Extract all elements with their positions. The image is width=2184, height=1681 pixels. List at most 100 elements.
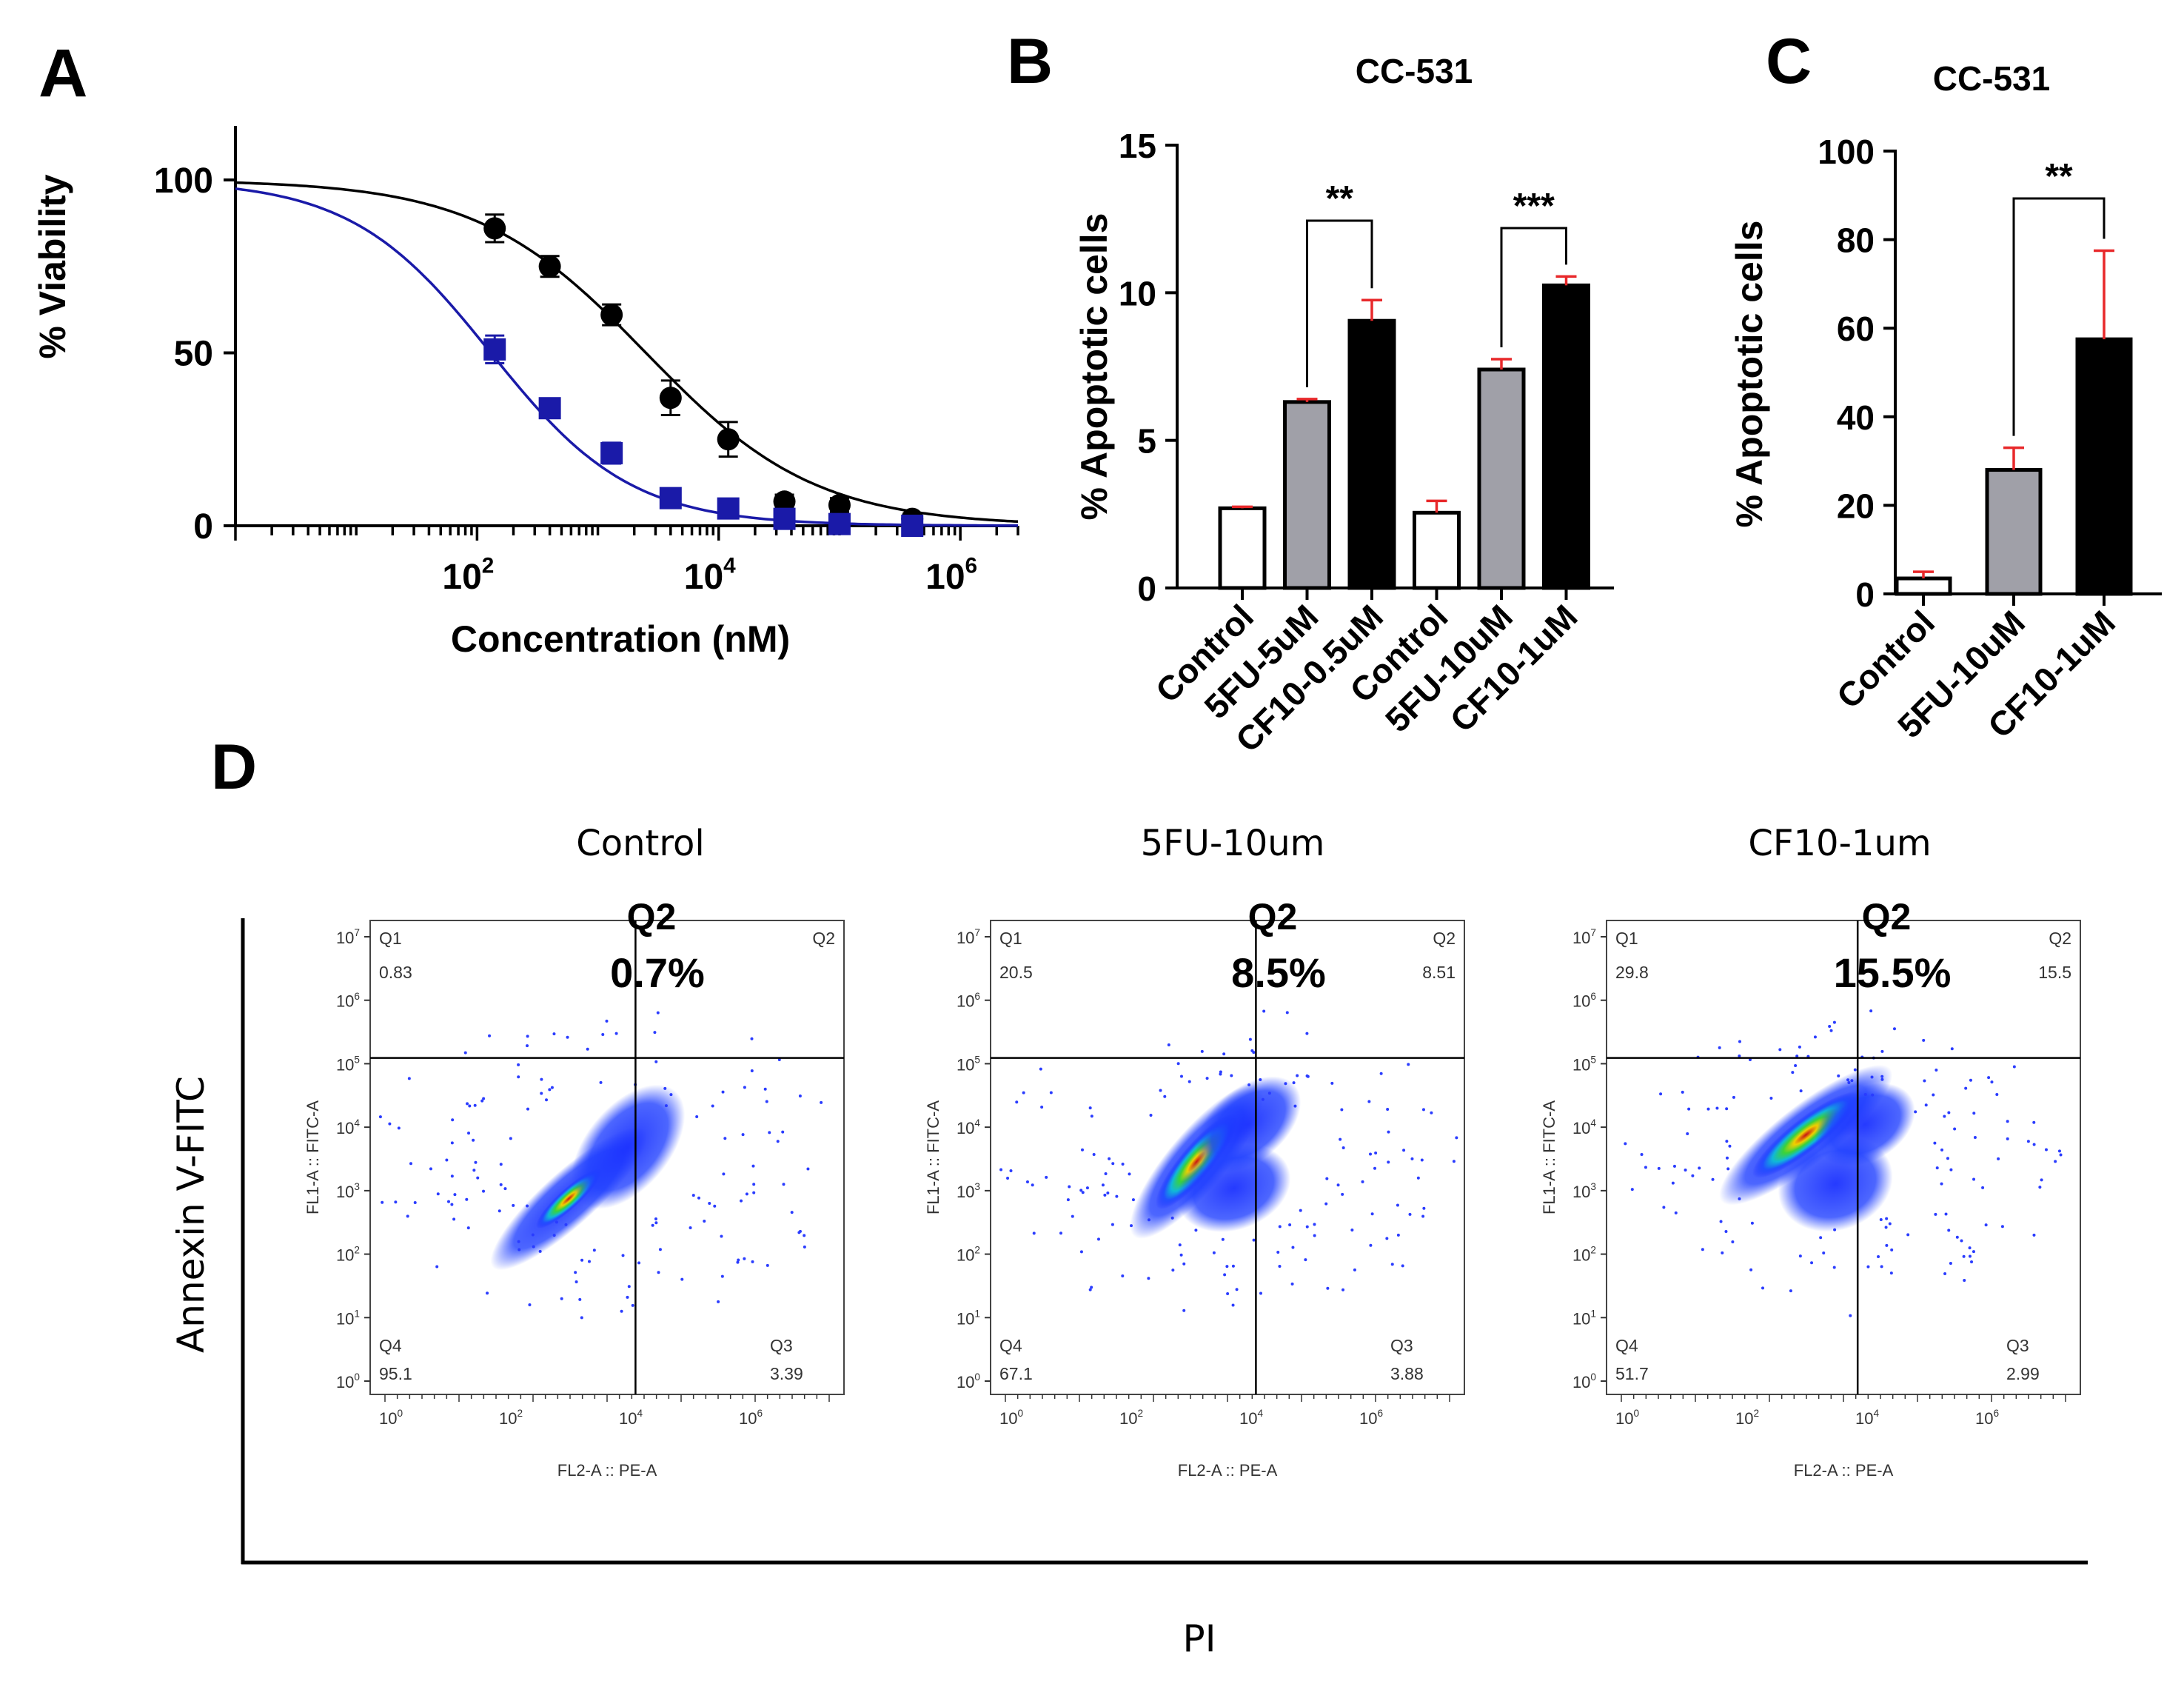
event-dot: [1387, 1160, 1390, 1164]
q1-label: Q1: [379, 929, 402, 948]
bar: [1347, 318, 1396, 590]
event-dot: [1935, 1068, 1938, 1072]
event-dot: [580, 1316, 583, 1320]
event-dot: [1691, 1174, 1695, 1177]
annexin-axis-label: Annexin V-FITC: [170, 1076, 212, 1353]
event-dot: [1798, 1254, 1802, 1258]
flow-y-axis-title: FL1-A :: FITC-A: [1540, 1100, 1558, 1214]
event-dot: [1182, 1309, 1186, 1312]
event-dot: [526, 1044, 529, 1048]
event-dot: [766, 1263, 769, 1267]
event-dot: [1248, 1037, 1252, 1041]
event-dot: [1179, 1253, 1183, 1257]
event-dot: [1879, 1217, 1883, 1221]
event-dot: [740, 1199, 743, 1203]
event-dot: [1408, 1212, 1412, 1216]
event-dot: [2054, 1160, 2057, 1163]
event-dot: [1644, 1166, 1647, 1169]
event-dot: [1972, 1112, 1976, 1115]
event-dot: [1341, 1192, 1344, 1196]
q4-label: Q4: [379, 1336, 402, 1355]
q2-big-label: Q2: [1248, 896, 1298, 938]
event-dot: [798, 1095, 802, 1098]
event-dot: [1960, 1239, 1963, 1243]
event-dot: [2006, 1120, 2009, 1123]
flow-plot-title: CF10-1um: [1748, 823, 1931, 864]
event-dot: [1171, 1269, 1175, 1272]
event-dot: [1080, 1148, 1084, 1152]
y-tick-label: 0: [193, 507, 213, 547]
event-dot: [743, 1086, 746, 1089]
event-dot: [663, 1086, 667, 1090]
event-dot: [1813, 1035, 1817, 1039]
event-dot: [1149, 1114, 1153, 1117]
event-dot: [1906, 1233, 1910, 1237]
event-dot: [1049, 1091, 1053, 1095]
event-dot: [1341, 1146, 1345, 1149]
event-dot: [526, 1107, 529, 1111]
event-dot: [468, 1104, 472, 1108]
data-points: [483, 213, 924, 537]
data-point-square: [538, 397, 561, 420]
data-point-square: [600, 441, 623, 464]
axes: 0 50 100 102 104 106: [154, 126, 1019, 597]
event-dot: [1096, 1237, 1100, 1241]
event-dot: [765, 1100, 768, 1103]
event-dot: [540, 1092, 543, 1095]
event-dot: [1731, 1240, 1735, 1244]
event-dot: [1188, 1080, 1191, 1083]
event-dot: [1750, 1221, 1754, 1225]
flow-x-axis-title: FL2-A :: PE-A: [1794, 1461, 1894, 1480]
event-dot: [564, 1223, 568, 1226]
flow-y-axis-title: FL1-A :: FITC-A: [304, 1100, 322, 1214]
event-dot: [1880, 1265, 1883, 1269]
event-dot: [1718, 1046, 1721, 1049]
event-dot: [1079, 1250, 1083, 1254]
event-dot: [721, 1090, 725, 1094]
event-dot: [473, 1103, 477, 1107]
event-dot: [574, 1271, 577, 1274]
y-tick-label: 20: [1837, 487, 1875, 525]
y-tick-label: 106: [336, 991, 360, 1011]
event-dot: [1799, 1089, 1803, 1093]
significance-label: **: [1326, 179, 1354, 218]
event-dot: [480, 1099, 484, 1103]
event-dot: [1230, 1074, 1233, 1077]
event-dot: [409, 1162, 413, 1166]
event-dot: [1947, 1229, 1951, 1232]
event-dot: [1748, 1057, 1752, 1061]
event-dot: [1226, 1291, 1230, 1295]
event-dot: [1981, 1186, 1985, 1189]
event-dot: [654, 1217, 657, 1221]
flow-x-axis-title: FL2-A :: PE-A: [557, 1461, 657, 1480]
event-dot: [452, 1217, 456, 1221]
event-dot: [1953, 1127, 1957, 1131]
panel-label-b: B: [1007, 26, 1053, 97]
flow-plot-title: Control: [576, 823, 705, 864]
event-dot: [1943, 1114, 1946, 1118]
event-dot: [999, 1168, 1003, 1172]
panel-label-c: C: [1766, 26, 1812, 97]
q2-small-label: Q2: [812, 929, 835, 948]
event-dot: [1832, 1266, 1836, 1269]
q3-label: Q3: [770, 1336, 793, 1355]
event-dot: [1324, 1202, 1328, 1206]
event-dot: [1250, 1049, 1254, 1052]
event-dot: [803, 1245, 806, 1249]
event-dot: [1984, 1223, 1988, 1227]
event-dot: [450, 1174, 454, 1178]
event-dot: [592, 1249, 596, 1252]
data-point-circle: [483, 217, 506, 240]
panel-a: A % Viability Concentration (nM) 0 50 100 1…: [32, 36, 1019, 660]
q2-big-label: Q2: [627, 896, 677, 938]
data-point-circle: [773, 490, 796, 513]
event-dot: [1293, 1104, 1297, 1108]
significance-bracket: [2012, 197, 2106, 436]
event-dot: [1935, 1166, 1939, 1170]
y-tick-label: 107: [957, 927, 980, 947]
event-dot: [1969, 1078, 1972, 1082]
event-dot: [1888, 1222, 1892, 1226]
event-dot: [1721, 1251, 1724, 1254]
event-dot: [1706, 1107, 1710, 1111]
y-tick-label: 102: [1572, 1245, 1596, 1265]
